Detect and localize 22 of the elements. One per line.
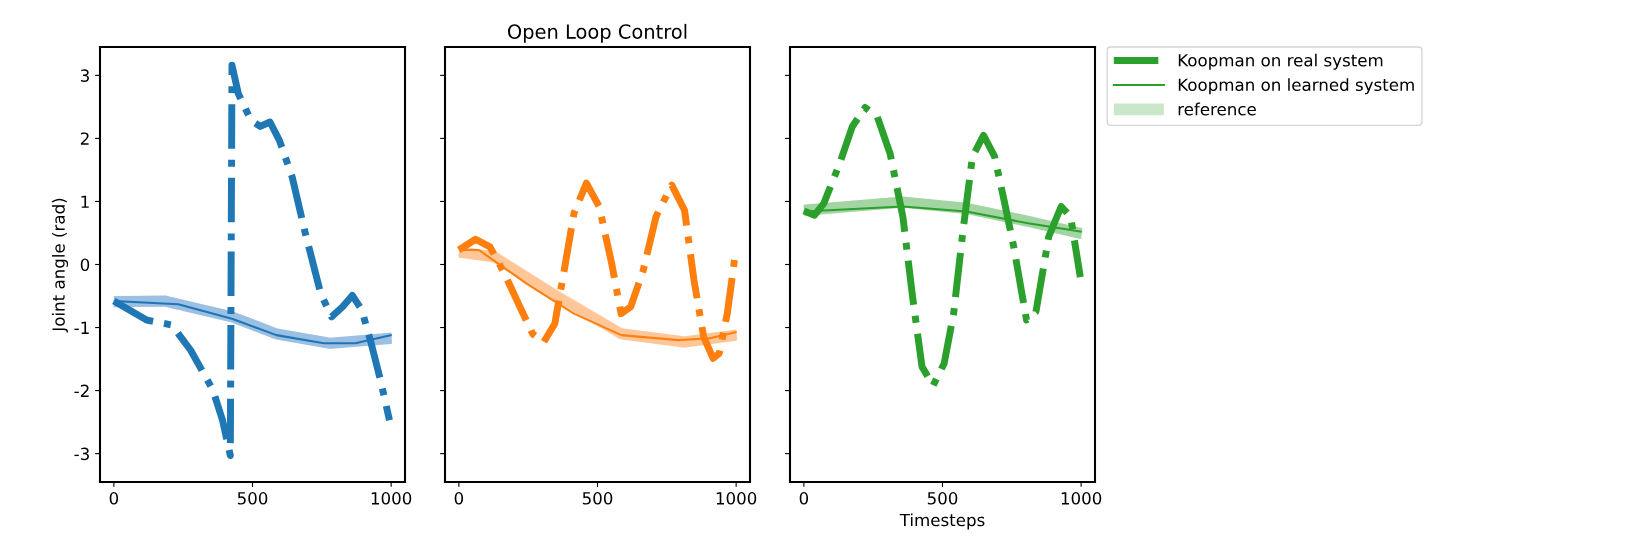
- x-tick-label: 0: [454, 492, 464, 505]
- legend-label: Koopman on real system: [1178, 53, 1383, 70]
- chart-title: Open Loop Control: [507, 23, 687, 43]
- y-tick-label: -2: [74, 384, 89, 397]
- y-axis-title: Joint angle (rad): [51, 198, 69, 333]
- x-tick-label: 1000: [716, 492, 757, 505]
- y-tick-label: 2: [80, 132, 89, 145]
- y-tick-label: -3: [74, 447, 89, 461]
- x-tick-label: 0: [799, 492, 809, 505]
- y-tick-label: 3: [80, 69, 89, 82]
- x-tick-label: 500: [237, 492, 268, 505]
- x-tick-label: 500: [927, 492, 958, 505]
- x-tick-label: 500: [582, 492, 613, 505]
- x-tick-label: 0: [109, 492, 119, 505]
- x-tick-label: 1000: [1061, 492, 1102, 505]
- legend-label: Koopman on learned system: [1178, 78, 1414, 95]
- y-tick-label: 0: [80, 258, 90, 272]
- y-tick-label: -1: [74, 321, 89, 334]
- x-tick-label: 1000: [371, 492, 412, 505]
- x-axis-title: Timesteps: [899, 513, 985, 530]
- y-tick-label: 1: [81, 195, 89, 208]
- legend-label: reference: [1178, 102, 1256, 116]
